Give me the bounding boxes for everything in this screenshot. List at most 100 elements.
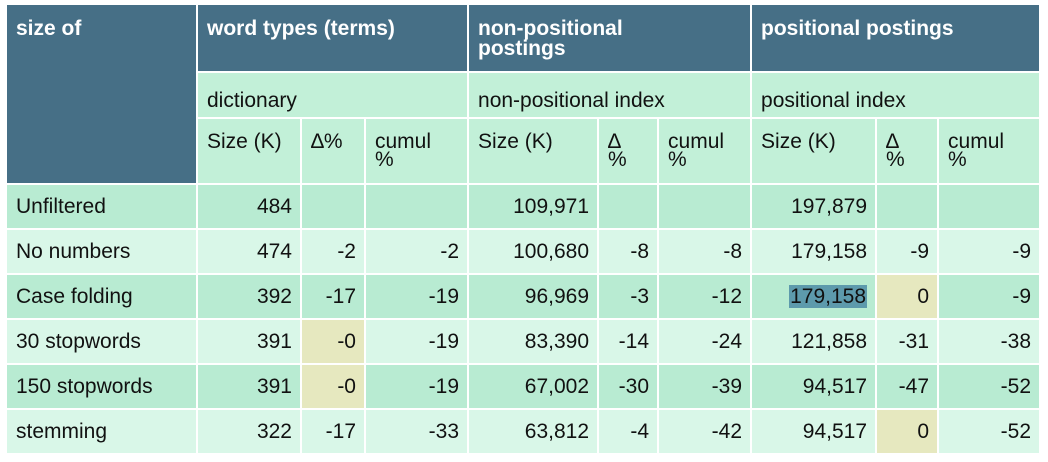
table-cell: -30 [598, 364, 659, 409]
table-cell: -19 [365, 319, 469, 364]
table-cell: 96,969 [468, 274, 599, 319]
cumul-label: cumul [375, 130, 432, 153]
row-label: 150 stopwords [6, 364, 197, 409]
col-size-k: Size (K) [468, 118, 599, 184]
non-positional-header-line1: non-positional [478, 17, 623, 40]
row-label: stemming [6, 409, 197, 454]
table-cell [365, 184, 469, 229]
positional-index-subheader: positional index [751, 72, 1041, 118]
table-cell: 121,858 [751, 319, 877, 364]
table-cell: -52 [938, 364, 1041, 409]
table-cell: 63,812 [468, 409, 599, 454]
table-cell: -8 [598, 229, 659, 274]
table-row: stemming 322 -17 -33 63,812 -4 -42 94,51… [6, 409, 1041, 454]
table-cell-highlighted: 0 [876, 409, 939, 454]
table-cell: 179,158 [751, 229, 877, 274]
table-cell: 391 [197, 364, 301, 409]
dictionary-subheader: dictionary [197, 72, 469, 118]
table-cell [301, 184, 365, 229]
cumul-pct-label: % [668, 148, 687, 171]
non-positional-header: non-positional postings [468, 4, 752, 72]
col-cumul-pct: cumul % [658, 118, 752, 184]
table-cell: -52 [938, 409, 1041, 454]
table-cell-highlighted: 0 [876, 274, 939, 319]
table-cell: -31 [876, 319, 939, 364]
table-cell [658, 184, 752, 229]
table-row: No numbers 474 -2 -2 100,680 -8 -8 179,1… [6, 229, 1041, 274]
table-cell: -9 [876, 229, 939, 274]
table-cell [876, 184, 939, 229]
table-row: 150 stopwords 391 -0 -19 67,002 -30 -39 … [6, 364, 1041, 409]
table-cell: 100,680 [468, 229, 599, 274]
table-cell: 197,879 [751, 184, 877, 229]
table-cell-highlighted: -0 [301, 319, 365, 364]
table-cell: -47 [876, 364, 939, 409]
table-cell: -24 [658, 319, 752, 364]
table-cell: -14 [598, 319, 659, 364]
cumul-label: cumul [948, 130, 1005, 153]
table-cell-highlighted: -0 [301, 364, 365, 409]
table-cell: -8 [658, 229, 752, 274]
column-header-row: Size (K) ∆% cumul % Size (K) ∆ % cumul %… [6, 118, 1041, 184]
col-size-k: Size (K) [197, 118, 301, 184]
table-row: Case folding 392 -17 -19 96,969 -3 -12 1… [6, 274, 1041, 319]
table-cell: -9 [938, 229, 1041, 274]
table-cell [598, 184, 659, 229]
row-label: Unfiltered [6, 184, 197, 229]
table-cell: 67,002 [468, 364, 599, 409]
col-delta-pct: ∆ % [598, 118, 659, 184]
table-cell: 83,390 [468, 319, 599, 364]
col-cumul-pct: cumul % [365, 118, 469, 184]
table-cell: -38 [938, 319, 1041, 364]
cumul-label: cumul [668, 130, 725, 153]
table-cell: -2 [301, 229, 365, 274]
table-cell: 109,971 [468, 184, 599, 229]
pct-label: % [608, 148, 627, 171]
size-of-header: size of [6, 4, 197, 184]
row-label: No numbers [6, 229, 197, 274]
table-cell: -33 [365, 409, 469, 454]
cumul-pct-label: % [948, 148, 967, 171]
word-types-header: word types (terms) [197, 4, 469, 72]
col-size-k: Size (K) [751, 118, 877, 184]
table-cell-highlighted: 179,158 [751, 274, 877, 319]
table-row: Unfiltered 484 109,971 197,879 [6, 184, 1041, 229]
table-cell: 474 [197, 229, 301, 274]
table-cell: -19 [365, 364, 469, 409]
cumul-pct-label: % [375, 148, 394, 171]
table-cell: -4 [598, 409, 659, 454]
table-cell: 322 [197, 409, 301, 454]
delta-label: ∆ [886, 130, 899, 153]
table-cell: -2 [365, 229, 469, 274]
table-cell: 392 [197, 274, 301, 319]
table-cell: -17 [301, 409, 365, 454]
col-delta-pct: ∆ % [876, 118, 939, 184]
table-cell: 484 [197, 184, 301, 229]
selected-text-highlight: 179,158 [789, 285, 868, 308]
table-cell: -19 [365, 274, 469, 319]
table-cell: -39 [658, 364, 752, 409]
row-label: 30 stopwords [6, 319, 197, 364]
table-cell: 391 [197, 319, 301, 364]
table-cell: -42 [658, 409, 752, 454]
delta-label: ∆ [608, 130, 621, 153]
row-label: Case folding [6, 274, 197, 319]
table-cell: -9 [938, 274, 1041, 319]
index-size-table: size of word types (terms) non-positiona… [6, 4, 1041, 454]
col-cumul-pct: cumul % [938, 118, 1041, 184]
table-cell [938, 184, 1041, 229]
table-cell: -3 [598, 274, 659, 319]
table-cell: -12 [658, 274, 752, 319]
table-cell: 94,517 [751, 364, 877, 409]
table-row: 30 stopwords 391 -0 -19 83,390 -14 -24 1… [6, 319, 1041, 364]
non-positional-index-subheader: non-positional index [468, 72, 752, 118]
positional-header: positional postings [751, 4, 1041, 72]
table-cell: -17 [301, 274, 365, 319]
subheader-row: dictionary non-positional index position… [6, 72, 1041, 118]
table-cell: 94,517 [751, 409, 877, 454]
pct-label: % [886, 148, 905, 171]
table-container: size of word types (terms) non-positiona… [6, 4, 1041, 454]
header-row: size of word types (terms) non-positiona… [6, 4, 1041, 184]
col-delta-pct: ∆% [301, 118, 365, 184]
non-positional-header-line2: postings [478, 37, 566, 60]
